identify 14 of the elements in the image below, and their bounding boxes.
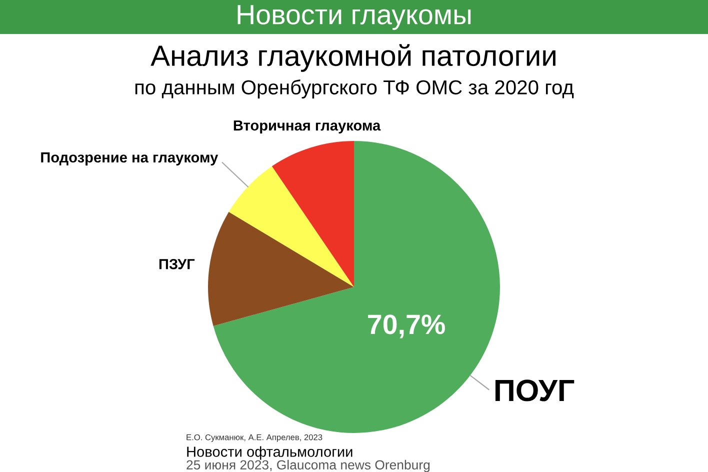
slice-label: ПОУГ (495, 380, 574, 402)
pie-slice (228, 166, 354, 287)
pie-slice (272, 141, 354, 287)
chart-subtitle: по данным Оренбургского ТФ ОМС за 2020 год (135, 80, 574, 98)
slice-label: ПЗУГ (159, 258, 195, 270)
slice-label: Вторичная глаукома (234, 120, 381, 134)
chart-title: Анализ глаукомной патологии (150, 44, 556, 72)
text: Е.О. Сукманюк, А.Е. Апрелев, 2023 (186, 434, 322, 442)
text: Новости глаукомы (238, 5, 471, 30)
text: Новости офтальмологии (187, 446, 352, 460)
data-label: 70,7% (368, 314, 445, 338)
slice-label: Подозрение на глаукому (41, 152, 218, 166)
text: 25 июня 2023, Glaucoma news Orenburg (186, 460, 430, 472)
pie-slice (208, 212, 354, 326)
